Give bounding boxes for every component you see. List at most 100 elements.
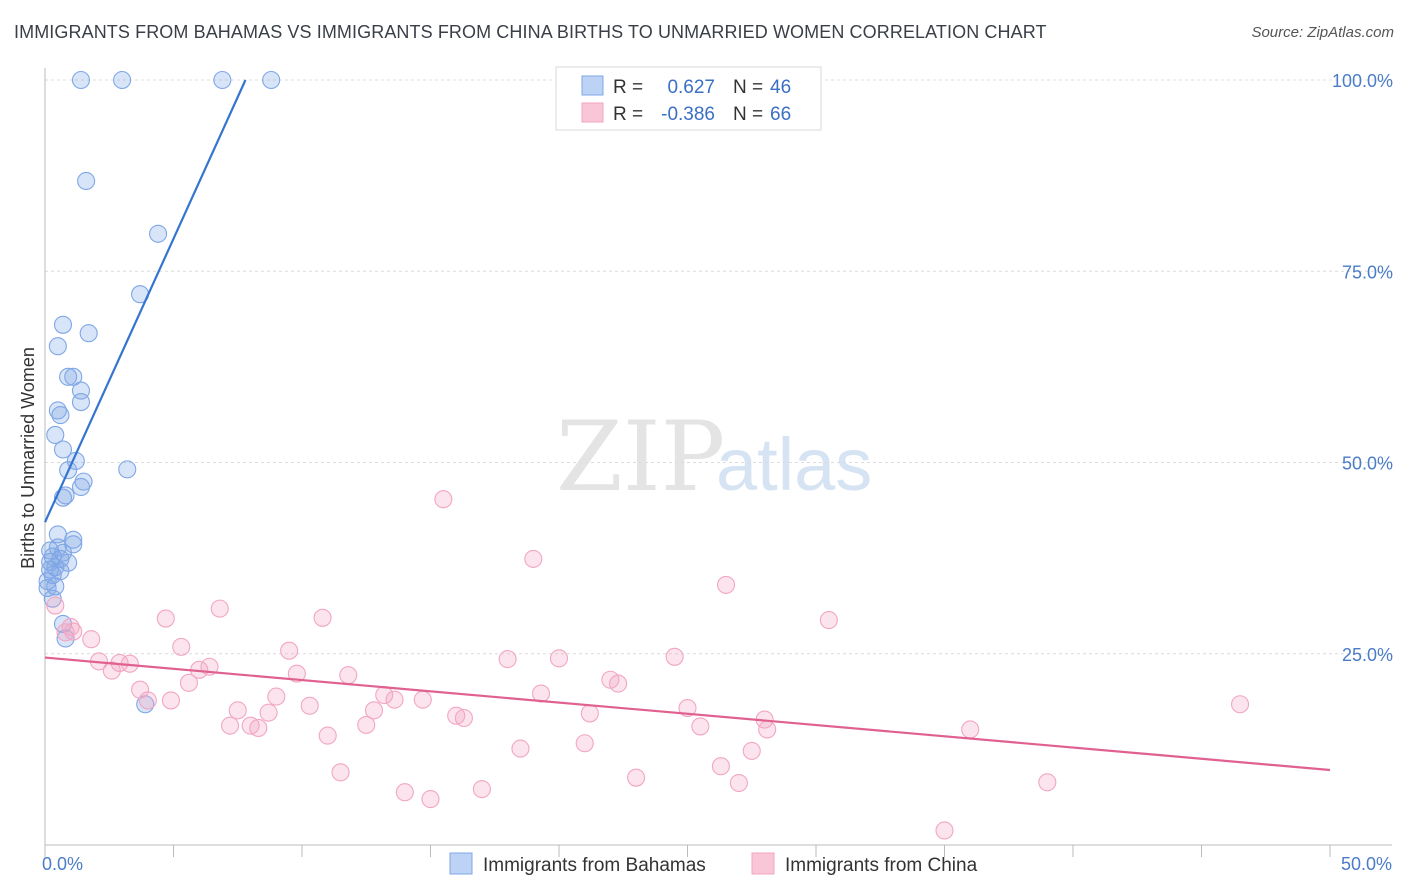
stats-legend-r-label-bahamas: R = [613, 77, 643, 98]
trend-line-china [44, 656, 1331, 772]
x-tick-label-max: 50.0% [1341, 854, 1392, 874]
trend-lines [43, 79, 1331, 772]
watermark-atlas: atlas [716, 423, 872, 506]
data-point [38, 578, 57, 598]
data-point [935, 821, 954, 840]
stats-legend-r-value-bahamas: 0.627 [667, 77, 715, 98]
data-point [46, 425, 65, 445]
data-point [259, 703, 278, 722]
data-point [43, 589, 62, 608]
data-point [300, 696, 319, 715]
data-point [395, 783, 414, 802]
data-point [267, 687, 286, 706]
data-point [627, 768, 646, 787]
data-point [575, 734, 594, 753]
data-point [385, 690, 404, 709]
data-point [339, 666, 358, 685]
data-point [59, 367, 78, 386]
data-point [53, 315, 73, 334]
data-point [172, 637, 191, 656]
series-legend-swatch-china [751, 852, 775, 875]
data-point [678, 699, 697, 718]
data-point [161, 691, 180, 710]
stats-legend-n-label-bahamas: N = [733, 77, 763, 98]
data-point [262, 70, 281, 90]
data-point [156, 609, 175, 628]
trend-line-bahamas [43, 79, 247, 523]
stats-legend-n-value-china: 66 [770, 104, 791, 125]
y-tick-label-25: 25.0% [1342, 645, 1393, 665]
data-point [331, 763, 350, 782]
y-tick-label-75: 75.0% [1342, 262, 1393, 282]
data-point [51, 406, 70, 425]
data-point [729, 773, 748, 793]
watermark: ZIP atlas [556, 401, 872, 513]
data-point [819, 611, 838, 630]
data-point [48, 337, 67, 356]
gridlines [45, 79, 1392, 655]
data-point [77, 171, 96, 191]
data-point [758, 720, 777, 739]
data-point [318, 726, 337, 745]
data-point [454, 708, 473, 728]
y-axis-label: Births to Unmarried Women [18, 347, 38, 569]
data-point [179, 673, 198, 692]
data-point [280, 641, 299, 660]
data-point [498, 650, 517, 669]
stats-legend: R = 0.627 N = 46 R = -0.386 N = 66 [555, 66, 822, 131]
data-point [1231, 695, 1250, 714]
data-point [213, 70, 232, 90]
data-point [287, 664, 306, 683]
data-point [149, 224, 168, 243]
data-point [118, 460, 137, 479]
data-point [113, 70, 132, 90]
data-point [71, 70, 91, 90]
data-point [313, 608, 332, 627]
stats-legend-r-label-china: R = [613, 104, 643, 125]
data-point [220, 716, 240, 735]
data-point [79, 324, 98, 343]
data-point [580, 704, 599, 723]
stats-legend-n-label-china: N = [733, 104, 763, 125]
stats-legend-swatch-china [581, 102, 604, 123]
axes [44, 68, 1392, 857]
y-tick-labels: 25.0% 50.0% 75.0% 100.0% [1332, 71, 1393, 665]
data-point [82, 630, 101, 649]
stats-legend-swatch-bahamas [581, 75, 604, 96]
data-point [421, 790, 440, 809]
series-legend-label-bahamas: Immigrants from Bahamas [483, 855, 706, 876]
chart-title: IMMIGRANTS FROM BAHAMAS VS IMMIGRANTS FR… [14, 22, 1047, 42]
data-point [511, 739, 530, 758]
data-point [228, 701, 247, 720]
data-point [56, 629, 75, 648]
data-point [357, 715, 376, 734]
stats-legend-r-value-china: -0.386 [661, 104, 715, 125]
series-legend: Immigrants from Bahamas Immigrants from … [449, 852, 978, 876]
data-point [711, 757, 730, 776]
chart-source: Source: ZipAtlas.com [1251, 24, 1394, 41]
data-point [71, 477, 91, 497]
data-point [716, 575, 736, 594]
stats-legend-n-value-bahamas: 46 [770, 77, 791, 98]
data-point [665, 647, 684, 666]
data-point [364, 701, 384, 720]
data-point [41, 541, 60, 560]
data-point [210, 599, 229, 618]
watermark-zip: ZIP [556, 401, 725, 513]
data-point [609, 674, 628, 693]
y-tick-label-100: 100.0% [1332, 71, 1393, 91]
data-point [549, 649, 569, 668]
x-tick-label-min: 0.0% [42, 854, 83, 874]
data-point [46, 596, 65, 615]
data-point [1038, 773, 1057, 792]
data-point [64, 530, 83, 549]
data-point [64, 367, 83, 386]
data-point [71, 393, 91, 412]
series-legend-label-china: Immigrants from China [785, 855, 978, 876]
data-point [434, 490, 453, 509]
data-point [472, 780, 491, 799]
data-point [102, 661, 121, 680]
series-legend-swatch-bahamas [449, 852, 473, 875]
data-point [53, 440, 73, 459]
